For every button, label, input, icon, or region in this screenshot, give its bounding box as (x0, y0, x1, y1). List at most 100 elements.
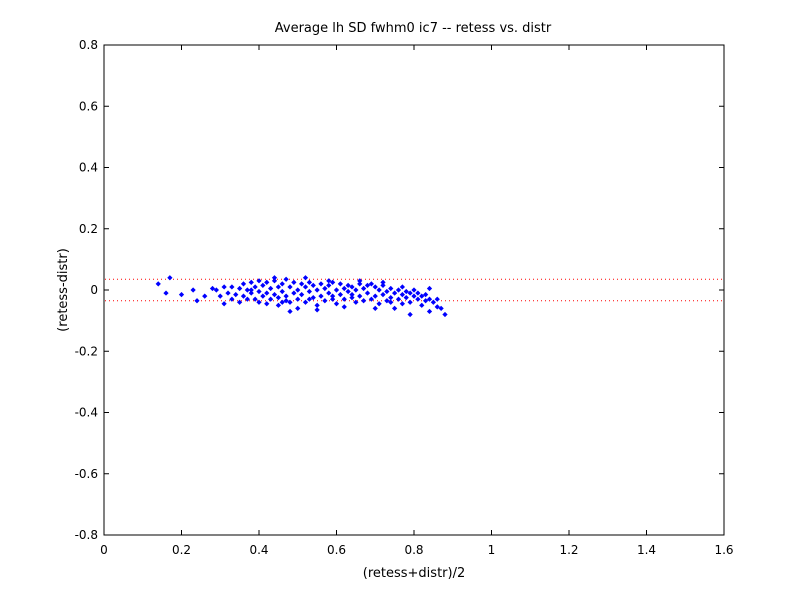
data-point (248, 279, 254, 285)
data-point (279, 288, 285, 295)
data-point (256, 278, 262, 284)
y-tick-label: 0.6 (79, 99, 98, 113)
data-point (322, 298, 328, 304)
data-point (264, 290, 270, 296)
data-point (271, 275, 278, 281)
data-point (260, 293, 266, 299)
data-point (392, 305, 398, 311)
y-axis-label: (retess-distr) (56, 248, 71, 332)
data-point (341, 285, 347, 292)
data-point (357, 281, 363, 287)
data-point (194, 298, 200, 304)
reference-lines (105, 278, 723, 302)
data-point (302, 284, 309, 290)
data-point (399, 301, 405, 307)
data-point (229, 284, 235, 290)
data-point (314, 287, 320, 293)
data-point (326, 290, 332, 296)
data-point (322, 285, 328, 292)
data-point (318, 281, 324, 287)
data-point (368, 296, 374, 302)
data-point (279, 299, 285, 305)
data-point (341, 304, 347, 310)
data-point (361, 285, 367, 292)
data-point (244, 296, 250, 302)
data-point (279, 281, 285, 287)
data-point (395, 296, 402, 302)
data-point (310, 295, 316, 301)
x-tick-label: 1.2 (559, 543, 578, 557)
y-tick-label: -0.2 (75, 344, 98, 358)
data-point (361, 298, 367, 304)
data-point (333, 287, 340, 293)
data-point (415, 296, 421, 302)
data-point (423, 298, 429, 304)
data-point (295, 287, 301, 293)
y-tick-label: -0.6 (75, 467, 98, 481)
data-point (349, 295, 355, 301)
data-point (302, 275, 309, 281)
data-point (287, 299, 293, 305)
data-point (337, 291, 343, 298)
data-point (349, 284, 355, 290)
x-tick-label: 0.4 (249, 543, 268, 557)
x-tick-label: 0 (100, 543, 108, 557)
data-point (237, 299, 243, 305)
data-point (217, 293, 223, 299)
data-point (213, 287, 219, 293)
data-point (252, 296, 258, 302)
data-point (155, 281, 161, 287)
data-point (388, 285, 394, 292)
data-point (268, 285, 274, 292)
data-point (233, 291, 239, 298)
data-point (419, 302, 425, 308)
data-point (407, 299, 413, 305)
x-tick-label: 1.4 (637, 543, 656, 557)
data-point (376, 301, 382, 307)
data-point (275, 295, 281, 301)
data-point (407, 290, 413, 296)
data-point (434, 296, 440, 302)
data-point (403, 295, 409, 301)
data-point (283, 298, 289, 304)
data-point (264, 279, 270, 285)
data-point (248, 290, 254, 296)
data-point (380, 279, 386, 285)
data-point (353, 299, 359, 305)
data-point (349, 291, 355, 298)
data-point (330, 296, 336, 302)
data-point (376, 287, 382, 293)
x-tick-label: 1.6 (714, 543, 733, 557)
data-point (299, 291, 305, 298)
x-axis-label: (retess+distr)/2 (363, 566, 465, 581)
data-point (411, 293, 417, 299)
data-point (209, 285, 216, 292)
data-point (252, 284, 258, 290)
x-tick-label: 0.6 (327, 543, 346, 557)
data-point (426, 308, 433, 315)
data-point (283, 293, 289, 299)
data-point (337, 281, 343, 287)
data-point (341, 296, 347, 302)
data-point (240, 293, 247, 299)
y-tick-label: -0.4 (75, 406, 98, 420)
data-point (357, 293, 363, 299)
data-point (395, 287, 402, 293)
data-point (264, 301, 270, 307)
data-point (271, 278, 278, 284)
data-point (256, 299, 262, 305)
chart-title: Average lh SD fwhm0 ic7 -- retess vs. di… (275, 21, 552, 36)
y-tick-label: 0 (90, 283, 98, 297)
data-point (221, 284, 227, 290)
data-point (430, 299, 436, 305)
data-point (299, 281, 305, 287)
data-point (310, 282, 316, 289)
data-point (364, 282, 371, 289)
data-point (244, 287, 250, 293)
x-tick-label: 1 (488, 543, 496, 557)
data-point (326, 282, 332, 289)
data-point (287, 284, 293, 290)
data-point (178, 291, 185, 298)
data-point (291, 279, 297, 285)
data-point (318, 293, 324, 299)
